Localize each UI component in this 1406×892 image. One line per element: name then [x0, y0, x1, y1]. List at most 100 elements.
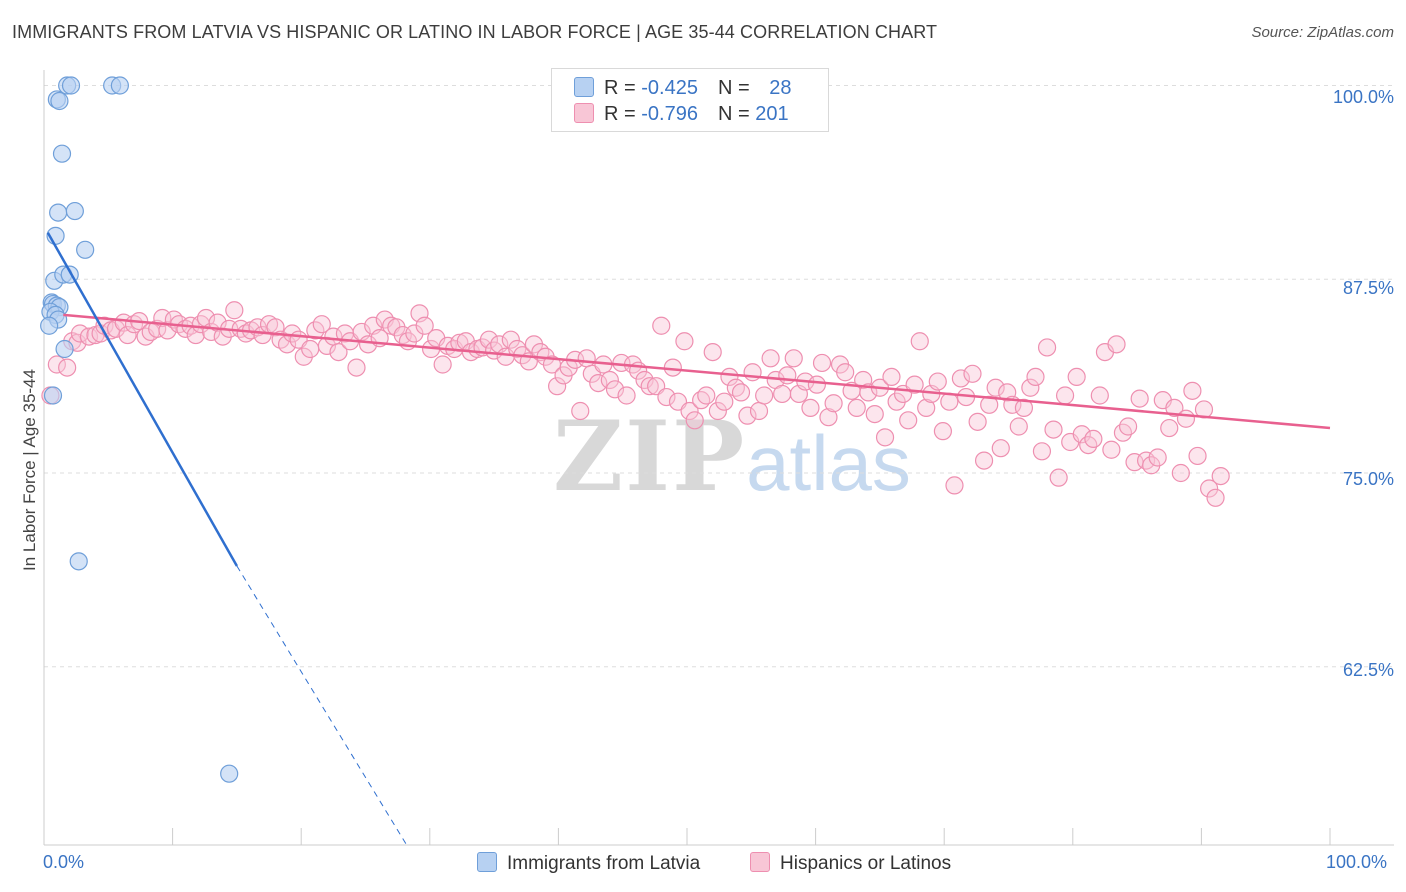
latvia-point [50, 91, 69, 111]
hispanic-point [986, 378, 1005, 397]
hispanic-point [1118, 417, 1138, 436]
hispanic-point [1183, 381, 1202, 400]
latvia-trend-extension [236, 565, 408, 846]
legend-item-hispanic: Hispanics or Latinos [750, 852, 951, 875]
hispanic-point [1044, 420, 1063, 439]
latvia-swatch [477, 852, 497, 872]
n-value: 201 [755, 103, 789, 125]
hispanic-point [600, 370, 619, 390]
hispanic-point [79, 327, 99, 346]
hispanic-point [1107, 335, 1126, 354]
latvia-point [43, 386, 63, 405]
latvia-point [49, 203, 68, 222]
hispanic-point [755, 386, 774, 405]
latvia-swatch [574, 77, 594, 97]
hispanic-point [158, 321, 177, 340]
legend-label-hispanic: Hispanics or Latinos [780, 853, 952, 874]
hispanic-point [1021, 378, 1040, 397]
hispanic-point [807, 375, 826, 394]
hispanic-point [657, 387, 676, 407]
hispanic-point [680, 401, 699, 421]
y-tick-label: 62.5% [1342, 660, 1394, 680]
watermark-atlas: atlas [746, 419, 911, 507]
hispanic-point [749, 401, 769, 421]
hispanic-point [501, 330, 520, 349]
legend-label-latvia: Immigrants from Latvia [507, 853, 701, 874]
hispanic-point [433, 355, 452, 374]
hispanic-point [1176, 409, 1196, 428]
hispanic-point [905, 375, 924, 394]
latvia-point [76, 240, 95, 259]
hispanic-point [951, 369, 971, 388]
hispanic-point [358, 335, 378, 354]
hispanic-point [708, 401, 727, 421]
latvia-point [65, 201, 84, 221]
hispanic-point [208, 313, 227, 332]
hispanic-point [1009, 417, 1028, 436]
hispanic-point [974, 451, 994, 470]
hispanic-point [47, 355, 66, 374]
legend-item-latvia: Immigrants from Latvia [477, 852, 700, 875]
hispanic-point [847, 398, 866, 417]
hispanic-point [1148, 448, 1167, 467]
hispanic-point [1165, 398, 1184, 417]
hispanic-point [1102, 440, 1121, 459]
hispanic-point [548, 377, 567, 396]
latvia-point [52, 144, 72, 163]
hispanic-point [1200, 479, 1219, 498]
hispanic-point [1160, 418, 1179, 438]
latvia-point [69, 552, 88, 571]
hispanic-point [577, 349, 596, 368]
hispanic-point [812, 353, 832, 373]
hispanic-point [225, 301, 244, 320]
hispanic-point [836, 363, 855, 382]
hispanic-point [1084, 429, 1103, 448]
hispanic-point [801, 398, 820, 417]
latvia-point [220, 764, 239, 783]
hispanic-point [1130, 389, 1149, 408]
hispanic-point [963, 364, 982, 383]
hispanic-point [301, 339, 320, 359]
hispanic-point [347, 358, 366, 377]
hispanic-point [1067, 367, 1086, 386]
hispanic-point [1014, 398, 1034, 417]
x-tick-label-max: 100.0% [1326, 852, 1388, 872]
latvia-point [110, 76, 129, 95]
hispanic-point [571, 401, 590, 421]
latvia-trend-line [46, 232, 238, 567]
r-value: -0.425 [641, 77, 698, 99]
hispanic-swatch [574, 103, 594, 123]
hispanic-point [819, 408, 838, 427]
hispanic-point [118, 325, 137, 345]
hispanic-point [58, 358, 77, 377]
hispanic-point [617, 386, 636, 405]
hispanic-point [738, 406, 757, 425]
hispanic-point [875, 428, 895, 447]
r-label: R = [604, 103, 642, 125]
r-value: -0.796 [641, 103, 698, 125]
hispanic-point [1037, 338, 1057, 357]
hispanic-point [1026, 367, 1045, 386]
n-label: N = [717, 103, 756, 125]
hispanic-point [933, 422, 953, 441]
hispanic-point [675, 332, 694, 351]
hispanic-point [685, 411, 704, 430]
hispanic-point [824, 394, 843, 413]
hispanic-point [697, 386, 716, 405]
hispanic-point [917, 398, 936, 417]
hispanic-point [882, 367, 901, 386]
legend-row-latvia: R = -0.425 N = 28 [574, 77, 791, 101]
hispanic-point [589, 374, 608, 393]
hispanic-point [1171, 463, 1190, 483]
y-tick-label: 87.5% [1342, 278, 1394, 298]
hispanic-point [652, 316, 671, 335]
hispanic-point [773, 384, 792, 404]
hispanic-point [980, 395, 999, 414]
hispanic-point [703, 343, 722, 362]
hispanic-point [1090, 386, 1109, 405]
hispanic-point [1032, 442, 1052, 461]
hispanic-point [761, 349, 780, 368]
n-value: 28 [769, 77, 792, 99]
n-label: N = [717, 77, 756, 99]
